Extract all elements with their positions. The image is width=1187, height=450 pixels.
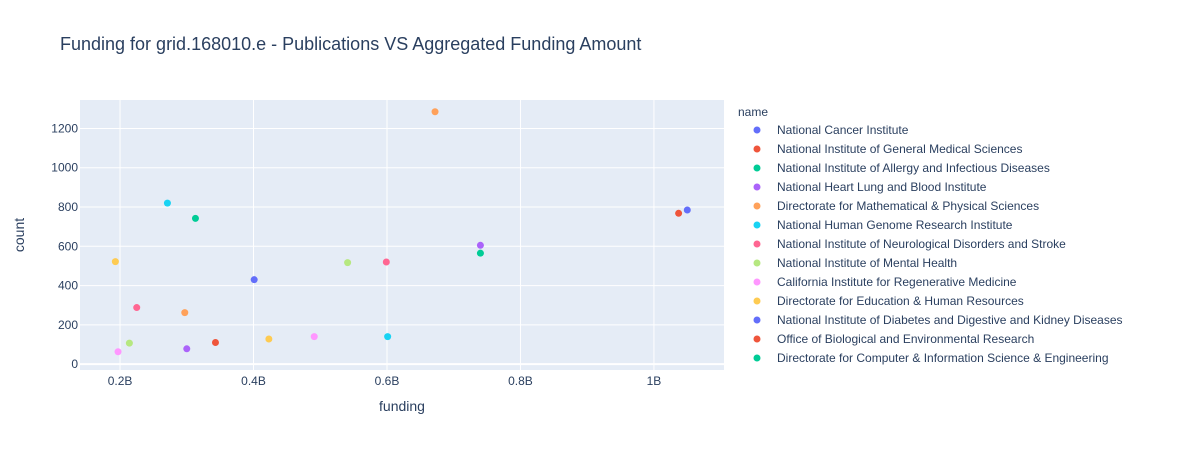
legend-marker: [753, 164, 761, 172]
y-tick-label: 200: [58, 318, 78, 332]
legend-item[interactable]: National Institute of General Medical Sc…: [753, 142, 1023, 156]
legend-label: Office of Biological and Environmental R…: [777, 332, 1034, 346]
legend-marker: [753, 278, 761, 286]
data-points: [111, 108, 691, 356]
legend-marker: [753, 259, 761, 267]
x-tick-labels: 0.2B 0.4B 0.6B 0.8B 1B: [108, 374, 662, 388]
legend-label: National Institute of General Medical Sc…: [777, 142, 1022, 156]
legend-item[interactable]: National Institute of Neurological Disor…: [753, 237, 1067, 251]
y-tick-label: 1200: [51, 121, 78, 135]
data-point[interactable]: [125, 339, 133, 347]
y-tick-label: 600: [58, 239, 78, 253]
x-axis-title: funding: [379, 398, 425, 414]
legend-title: name: [738, 105, 768, 119]
legend-marker: [753, 221, 761, 229]
data-point[interactable]: [191, 214, 199, 222]
legend-item[interactable]: Directorate for Computer & Information S…: [753, 351, 1109, 365]
data-point[interactable]: [265, 335, 273, 343]
legend-item[interactable]: California Institute for Regenerative Me…: [753, 275, 1017, 289]
data-point[interactable]: [211, 339, 219, 347]
data-point[interactable]: [133, 304, 141, 312]
data-point[interactable]: [181, 309, 189, 317]
legend-label: National Institute of Mental Health: [777, 256, 957, 270]
legend-item[interactable]: Directorate for Mathematical & Physical …: [753, 199, 1040, 213]
x-tick-label: 1B: [647, 374, 662, 388]
data-point[interactable]: [382, 258, 390, 266]
y-tick-label: 1000: [51, 161, 78, 175]
legend-item[interactable]: National Cancer Institute: [753, 123, 909, 137]
legend-item[interactable]: National Institute of Allergy and Infect…: [753, 161, 1050, 175]
legend-label: Directorate for Education & Human Resour…: [777, 294, 1024, 308]
data-point[interactable]: [476, 249, 484, 257]
y-tick-label: 400: [58, 279, 78, 293]
data-point[interactable]: [476, 241, 484, 249]
x-tick-label: 0.4B: [241, 374, 266, 388]
chart-title: Funding for grid.168010.e - Publications…: [60, 34, 641, 54]
legend-item[interactable]: Office of Biological and Environmental R…: [753, 332, 1035, 346]
y-tick-label: 800: [58, 200, 78, 214]
legend-label: California Institute for Regenerative Me…: [777, 275, 1017, 289]
legend-items: National Cancer Institute National Instit…: [753, 123, 1123, 365]
data-point[interactable]: [344, 259, 352, 267]
data-point[interactable]: [250, 276, 258, 284]
data-point[interactable]: [310, 333, 318, 341]
legend: name National Cancer Institute National I…: [738, 105, 1123, 365]
legend-label: National Human Genome Research Institute: [777, 218, 1013, 232]
legend-item[interactable]: National Heart Lung and Blood Institute: [753, 180, 987, 194]
legend-marker: [753, 145, 761, 153]
plot-area[interactable]: [80, 100, 724, 370]
legend-label: National Institute of Diabetes and Diges…: [777, 313, 1123, 327]
legend-label: National Institute of Allergy and Infect…: [777, 161, 1050, 175]
legend-label: National Heart Lung and Blood Institute: [777, 180, 987, 194]
legend-marker: [753, 354, 761, 362]
legend-item[interactable]: National Institute of Mental Health: [753, 256, 958, 270]
legend-marker: [753, 316, 761, 324]
data-point[interactable]: [163, 199, 171, 207]
legend-label: National Cancer Institute: [777, 123, 909, 137]
legend-label: Directorate for Computer & Information S…: [777, 351, 1109, 365]
data-point[interactable]: [183, 345, 191, 353]
legend-item[interactable]: National Human Genome Research Institute: [753, 218, 1013, 232]
legend-marker: [753, 297, 761, 305]
x-tick-label: 0.8B: [508, 374, 533, 388]
y-tick-label: 0: [71, 357, 78, 371]
legend-marker: [753, 240, 761, 248]
y-tick-labels: 0 200 400 600 800 1000 1200: [51, 121, 78, 371]
legend-marker: [753, 202, 761, 210]
legend-item[interactable]: National Institute of Diabetes and Diges…: [753, 313, 1123, 327]
legend-label: Directorate for Mathematical & Physical …: [777, 199, 1039, 213]
x-tick-label: 0.6B: [375, 374, 400, 388]
legend-label: National Institute of Neurological Disor…: [777, 237, 1066, 251]
data-point[interactable]: [675, 209, 683, 217]
legend-item[interactable]: Directorate for Education & Human Resour…: [753, 294, 1024, 308]
x-tick-label: 0.2B: [108, 374, 133, 388]
legend-marker: [753, 183, 761, 191]
data-point[interactable]: [431, 108, 439, 116]
data-point[interactable]: [683, 206, 691, 214]
data-point[interactable]: [384, 333, 392, 341]
data-point[interactable]: [111, 258, 119, 266]
legend-marker: [753, 335, 761, 343]
y-gridlines: [80, 127, 724, 366]
y-axis-title: count: [11, 218, 27, 252]
legend-marker: [753, 126, 761, 134]
data-point[interactable]: [114, 348, 122, 356]
